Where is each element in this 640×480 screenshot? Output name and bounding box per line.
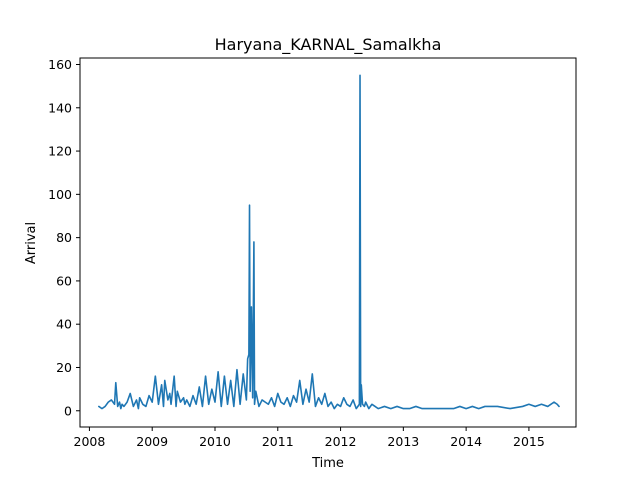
x-tick-label: 2009 <box>136 434 168 449</box>
y-tick-label: 60 <box>56 273 72 288</box>
y-tick-label: 40 <box>56 317 72 332</box>
x-tick-label: 2010 <box>199 434 231 449</box>
plot-area <box>98 74 560 410</box>
x-tick-label: 2012 <box>325 434 357 449</box>
x-tick-label: 2013 <box>387 434 419 449</box>
axes-frame <box>79 57 577 428</box>
x-tick-label: 2008 <box>74 434 106 449</box>
y-tick-label: 160 <box>48 57 72 72</box>
y-tick-label: 0 <box>64 403 72 418</box>
x-tick-label: 2014 <box>450 434 482 449</box>
series-line-1 <box>98 74 560 410</box>
x-tick-label: 2011 <box>262 434 294 449</box>
y-tick-label: 140 <box>48 100 72 115</box>
x-tick-label: 2015 <box>513 434 545 449</box>
y-tick-label: 20 <box>56 360 72 375</box>
x-axis-label: Time <box>311 456 344 471</box>
chart-title: Haryana_KARNAL_Samalkha <box>215 35 442 55</box>
y-tick-label: 100 <box>48 187 72 202</box>
y-tick-label: 120 <box>48 144 72 159</box>
y-tick-label: 80 <box>56 230 72 245</box>
axes: 2008 2009 2010 2011 2012 2013 2014 2015 0 20 40 60 8… <box>48 57 577 449</box>
y-axis-label: Arrival <box>24 222 39 264</box>
